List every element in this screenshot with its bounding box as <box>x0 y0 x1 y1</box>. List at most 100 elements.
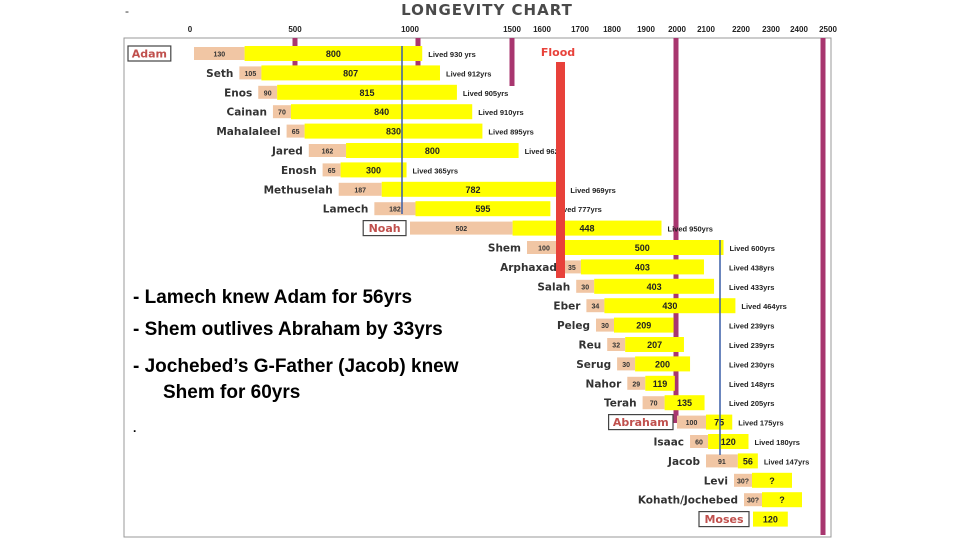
x-tick-label: 1700 <box>571 25 589 34</box>
lived-label: Lived 905yrs <box>463 89 508 98</box>
row-name-label: Levi <box>704 475 728 487</box>
row-name-label: Arphaxad <box>500 262 557 274</box>
row-name-label: Terah <box>604 398 637 410</box>
x-tick-label: 2400 <box>790 25 808 34</box>
row-name-label: Serug <box>576 359 611 371</box>
lived-label: Lived 910yrs <box>478 108 523 117</box>
bar-label-after-son: 448 <box>580 224 595 234</box>
bar-segment-after-son <box>594 278 715 294</box>
bar-label-before-son: 70 <box>650 401 658 408</box>
bar-segment-after-son <box>277 84 457 100</box>
bar-segment-after-son <box>561 240 724 255</box>
note-line-4: Shem for 60yrs <box>163 382 301 403</box>
bar-segment-after-son <box>752 472 792 488</box>
bar-segment-after-son <box>664 395 705 411</box>
bar-segment-before-son <box>374 202 416 216</box>
bar-label-before-son: 70 <box>278 110 286 117</box>
bar-label-before-son: 90 <box>264 90 272 97</box>
row-name-box <box>698 511 750 528</box>
bar-label-after-son: 75 <box>714 418 724 428</box>
x-tick-label: 1500 <box>503 25 521 34</box>
row-name-label: Isaac <box>653 437 684 449</box>
row-name-label: Kohath/Jochebed <box>638 495 738 507</box>
bar-segment-before-son <box>272 105 291 119</box>
bar-label-before-son: 100 <box>538 246 550 253</box>
x-tick-label: 2000 <box>668 25 686 34</box>
bar-segment-before-son <box>258 85 278 99</box>
bar-segment-before-son <box>576 279 595 293</box>
bar-label-after-son: 120 <box>763 515 778 525</box>
bar-segment-before-son <box>706 454 738 468</box>
row-name-box <box>127 45 172 62</box>
x-tick-label: 1600 <box>533 25 551 34</box>
vertical-marker <box>673 38 679 423</box>
lived-label: Lived 912yrs <box>446 69 491 78</box>
lived-label: Lived 239yrs <box>729 341 774 350</box>
bar-label-before-son: 100 <box>686 420 698 427</box>
bar-label-before-son: 29 <box>632 381 640 388</box>
bar-segment-after-son <box>708 434 749 449</box>
bar-label-after-son: 207 <box>647 340 662 350</box>
plot-frame <box>123 37 832 538</box>
bar-segment-after-son <box>340 162 407 178</box>
bar-label-after-son: 830 <box>386 127 401 137</box>
bar-label-after-son: ? <box>769 476 775 486</box>
bar-label-before-son: 65 <box>292 129 300 136</box>
bar-segment-after-son <box>304 123 483 139</box>
bar-segment-after-son <box>753 511 788 527</box>
row-name-label: Shem <box>488 243 521 255</box>
bar-segment-after-son <box>346 143 519 158</box>
bar-segment-before-son <box>410 221 513 235</box>
bar-segment-before-son <box>677 415 706 429</box>
lived-label: Lived 180yrs <box>755 438 800 447</box>
corner-mark: - <box>125 4 129 18</box>
bar-segment-before-son <box>308 144 347 157</box>
bar-segment-after-son <box>706 414 733 430</box>
bar-segment-before-son <box>586 299 605 313</box>
row-name-label: Cainan <box>227 107 267 119</box>
lived-label: Lived 239yrs <box>729 322 774 331</box>
x-tick-label: 1000 <box>401 25 419 34</box>
x-tick-label: 2500 <box>819 25 837 34</box>
bar-label-before-son: 65 <box>328 168 336 175</box>
row-name-label: Adam <box>132 48 167 61</box>
lived-label: Lived 950yrs <box>668 225 713 234</box>
row-name-label: Lamech <box>323 204 369 216</box>
lived-label: Lived 438yrs <box>729 263 774 272</box>
bar-label-before-son: 35 <box>568 265 576 272</box>
x-tick-label: 2100 <box>697 25 715 34</box>
bar-label-after-son: 800 <box>326 49 341 59</box>
vertical-marker <box>820 472 826 535</box>
bar-label-after-son: 840 <box>374 107 389 117</box>
note-line-1: - Lamech knew Adam for 56yrs <box>133 287 413 308</box>
note-line-5: . <box>133 421 137 435</box>
bar-segment-after-son <box>762 492 802 508</box>
bar-segment-before-son <box>562 260 581 274</box>
bar-label-before-son: 30 <box>622 362 630 369</box>
bar-label-after-son: 200 <box>655 359 670 369</box>
lived-label: Lived 175yrs <box>738 419 783 428</box>
bar-segment-before-son <box>527 241 561 254</box>
row-name-box <box>362 220 407 237</box>
chart-title: LONGEVITY CHART <box>401 1 573 19</box>
x-tick-label: 500 <box>288 25 302 34</box>
lived-label: Lived 895yrs <box>488 128 533 137</box>
bar-label-after-son: 782 <box>466 185 481 195</box>
bar-segment-before-son <box>607 338 626 351</box>
bar-label-after-son: 135 <box>677 398 692 408</box>
bar-label-after-son: 209 <box>636 321 651 331</box>
bar-segment-before-son <box>194 47 245 60</box>
lived-label: Lived 433yrs <box>729 283 774 292</box>
lived-label: Lived 930 yrs <box>428 50 476 59</box>
row-name-label: Noah <box>369 222 401 235</box>
bar-segment-before-son <box>690 435 709 448</box>
bar-label-before-son: 60 <box>695 440 703 447</box>
bar-label-before-son: 30 <box>601 323 609 330</box>
row-name-label: Seth <box>206 68 233 80</box>
flood-line <box>556 62 565 278</box>
bar-segment-after-son <box>290 104 473 120</box>
lived-label: Lived 147yrs <box>764 457 809 466</box>
note-line-2: - Shem outlives Abraham by 33yrs <box>133 319 443 340</box>
row-name-label: Salah <box>537 281 570 293</box>
